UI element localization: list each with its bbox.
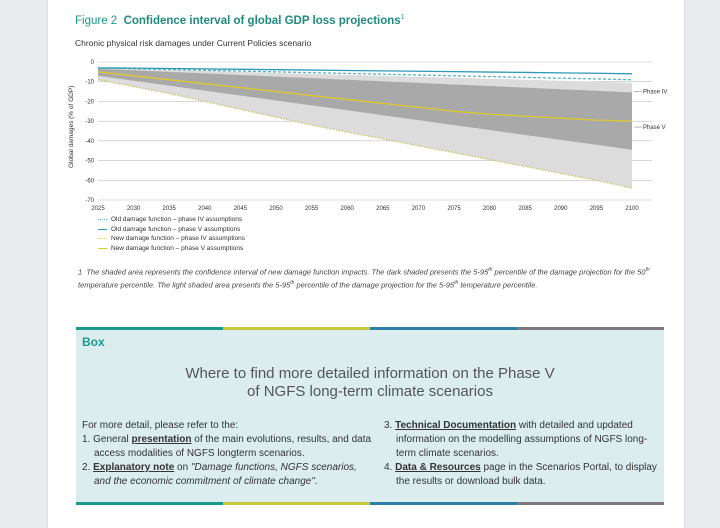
box-right-column: 3. Technical Documentation with detailed…: [384, 419, 664, 489]
x-tick-label: 2040: [198, 206, 212, 212]
annotation-label-1: Phase V: [643, 125, 666, 131]
x-tick-label: 2080: [483, 206, 497, 212]
legend-swatch: [98, 228, 107, 230]
y-tick-label: -20: [85, 99, 94, 105]
item-text: 1. General: [82, 434, 132, 445]
x-tick-label: 2050: [269, 206, 283, 212]
chart-footnote: 1 The shaded area represents the confide…: [78, 265, 658, 290]
y-tick-label: -10: [85, 80, 94, 86]
y-tick-label: -40: [85, 139, 94, 145]
legend-item-new-phase-iv: New damage function – phase IV assumptio…: [98, 234, 245, 244]
x-tick-label: 2095: [590, 206, 604, 212]
legend-item-old-phase-iv: Old damage function – phase IV assumptio…: [98, 215, 245, 225]
chart-legend: Old damage function – phase IV assumptio…: [98, 215, 245, 253]
gdp-loss-chart: 0 -10 -20 -30 -40 -50 -60 -70 2025 2030 2035 2040 20…: [85, 60, 667, 212]
presentation-link[interactable]: presentation: [131, 434, 192, 445]
item-text: 3.: [384, 420, 396, 431]
x-tick-label: 2100: [625, 206, 639, 212]
item-text: on: [174, 462, 191, 473]
legend-label: New damage function – phase IV assumptio…: [111, 235, 246, 242]
box-heading-line: of NGFS long-term climate scenarios: [247, 383, 493, 400]
footnote-text: percentile of the damage projection for …: [294, 280, 455, 289]
item-text: .: [314, 476, 318, 487]
box-heading-line: Where to find more detailed information …: [185, 365, 555, 382]
item-text: with detailed and updated information on…: [396, 420, 648, 459]
footnote-text: temperature percentile. The light shaded…: [78, 280, 291, 289]
footnote-sup: th: [488, 267, 493, 273]
legend-label: Old damage function – phase V assumption…: [111, 225, 241, 233]
box-item-1: 1. General presentation of the main evol…: [82, 433, 372, 461]
footnote-text: The shaded area represents the confidenc…: [86, 267, 489, 277]
figure-subtitle: Chronic physical risk damages under Curr…: [75, 38, 312, 48]
footnote-text: percentile of the damage projection for …: [492, 267, 646, 277]
x-tick-label: 2060: [341, 206, 355, 212]
figure-title-text: Confidence interval of global GDP loss p…: [123, 14, 401, 27]
footnote-text: temperature percentile.: [458, 280, 538, 289]
band-boundary-line: [97, 79, 633, 189]
box-item-3: 3. Technical Documentation with detailed…: [384, 419, 664, 461]
legend-label: New damage function – phase V assumption…: [111, 244, 244, 252]
confidence-band-dark: [98, 68, 632, 150]
item-text: 4.: [384, 462, 396, 473]
legend-swatch: [98, 219, 107, 221]
x-tick-label: 2065: [376, 206, 390, 212]
legend-swatch: [98, 247, 107, 249]
series-line-1: [97, 67, 633, 75]
x-tick-label: 2035: [163, 206, 177, 212]
document-page: Figure 2 Confidence interval of global G…: [48, 0, 684, 528]
box-item-4: 4. Data & Resources page in the Scenario…: [384, 461, 664, 489]
y-tick-label: -30: [85, 119, 94, 125]
box-bottom-bar: [76, 502, 664, 505]
legend-label: Old damage function – phase IV assumptio…: [111, 216, 243, 223]
item-emphasis: "Damage functions, NGFS scenarios, and t…: [94, 462, 357, 487]
info-box: Box Where to find more detailed informat…: [76, 327, 664, 505]
y-axis-label: Global damages (% of GDP): [68, 85, 75, 168]
technical-documentation-link[interactable]: Technical Documentation: [395, 420, 517, 431]
y-tick-label: -70: [85, 198, 94, 204]
footnote-marker: 1: [78, 267, 83, 277]
footnote-sup: th: [454, 279, 459, 286]
box-top-bar: [76, 327, 664, 330]
figure-title-sup: 1: [400, 14, 405, 21]
box-left-column: For more detail, please refer to the: 1.…: [82, 419, 372, 489]
y-tick-label: -60: [85, 178, 94, 184]
box-label: Box: [82, 335, 105, 349]
legend-swatch: [98, 238, 107, 240]
x-tick-label: 2085: [519, 206, 533, 212]
legend-item-old-phase-v: Old damage function – phase V assumption…: [98, 225, 245, 235]
series-line-3: [97, 71, 633, 122]
x-tick-label: 2070: [412, 206, 426, 212]
item-text: 2.: [82, 462, 94, 473]
x-tick-label: 2055: [305, 206, 319, 212]
box-heading: Where to find more detailed information …: [76, 365, 664, 401]
x-tick-label: 2090: [554, 206, 568, 212]
y-tick-label: -50: [85, 159, 94, 165]
item-text: page in the Scenarios Portal, to display…: [396, 462, 657, 487]
figure-title: Figure 2 Confidence interval of global G…: [75, 14, 405, 27]
legend-item-new-phase-v: New damage function – phase V assumption…: [98, 244, 245, 254]
annotation-label-0: Phase IV: [643, 90, 667, 96]
explanatory-note-link[interactable]: Explanatory note: [93, 462, 175, 473]
box-intro: For more detail, please refer to the:: [82, 420, 239, 431]
y-tick-label: 0: [91, 60, 95, 66]
x-tick-label: 2075: [447, 206, 461, 212]
x-tick-label: 2025: [91, 206, 105, 212]
x-tick-label: 2045: [234, 206, 248, 212]
box-item-2: 2. Explanatory note on "Damage functions…: [82, 461, 372, 489]
footnote-sup: th: [645, 267, 650, 273]
x-tick-label: 2030: [127, 206, 141, 212]
figure-number: Figure 2: [75, 14, 118, 27]
footnote-sup: th: [290, 279, 295, 286]
series-line-0: [97, 67, 633, 81]
item-text: of the main evolutions, results, and dat…: [94, 434, 372, 459]
data-resources-link[interactable]: Data & Resources: [395, 462, 481, 473]
